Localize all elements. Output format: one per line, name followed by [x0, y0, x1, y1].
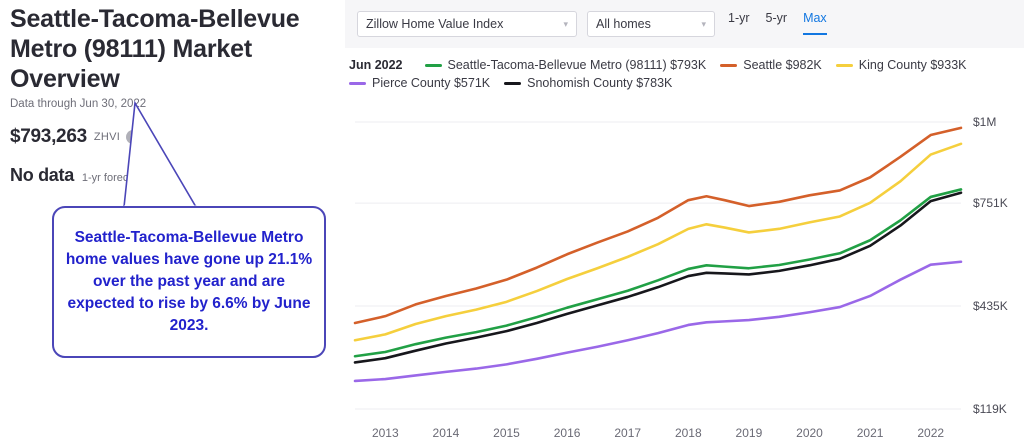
chart-series-line: [353, 191, 963, 364]
y-axis-tick-label: $1M: [973, 115, 996, 129]
x-axis-tick-label: 2016: [554, 426, 581, 440]
tab-range-1yr[interactable]: 1-yr: [728, 11, 750, 25]
legend-month: Jun 2022: [349, 58, 403, 72]
legend-item-metro[interactable]: Seattle-Tacoma-Bellevue Metro (98111) $7…: [424, 58, 707, 72]
legend-swatch-icon: [504, 81, 522, 85]
chart-canvas: $119K $435K $751K $1M 2013 2014 2015 2016 2017 20…: [353, 115, 1008, 440]
x-axis-tick-label: 2013: [372, 426, 399, 440]
zhvi-label: ZHVI: [93, 131, 121, 143]
legend-row-2: Pierce County $571K Snohomish County $78…: [349, 76, 1009, 90]
legend-label: King County $933K: [858, 58, 967, 72]
chart-panel: Zillow Home Value Index ▾ All homes ▾ 1-…: [345, 0, 1024, 448]
data-through-label: Data through Jun 30, 2022: [10, 98, 147, 110]
legend-label: Seattle $982K: [743, 58, 822, 72]
x-axis-tick-label: 2018: [675, 426, 702, 440]
chart-series-line: [353, 126, 963, 325]
legend-swatch-icon: [349, 81, 366, 85]
y-axis-tick-label: $435K: [973, 299, 1008, 313]
chart-toolbar: Zillow Home Value Index ▾ All homes ▾ 1-…: [345, 0, 1024, 48]
x-axis-tick-label: 2022: [917, 426, 944, 440]
chart-legend: Jun 2022 Seattle-Tacoma-Bellevue Metro (…: [349, 58, 1009, 94]
legend-item-king-county[interactable]: King County $933K: [835, 58, 967, 72]
summary-panel: Seattle-Tacoma-Bellevue Metro (98111) Ma…: [0, 0, 345, 448]
legend-item-pierce-county[interactable]: Pierce County $571K: [349, 76, 490, 90]
metric-select[interactable]: Zillow Home Value Index ▾: [357, 11, 577, 37]
x-axis-tick-label: 2020: [796, 426, 823, 440]
zhvi-value: $793,263: [10, 126, 87, 147]
x-axis-tick-label: 2021: [857, 426, 884, 440]
x-axis-tick-label: 2015: [493, 426, 520, 440]
legend-label: Seattle-Tacoma-Bellevue Metro (98111) $7…: [447, 58, 707, 72]
home-type-select[interactable]: All homes ▾: [587, 11, 715, 37]
page-title: Seattle-Tacoma-Bellevue Metro (98111) Ma…: [10, 5, 300, 93]
callout-annotation: Seattle-Tacoma-Bellevue Metro home value…: [0, 95, 345, 385]
legend-label: Snohomish County $783K: [527, 76, 673, 90]
legend-item-snohomish-county[interactable]: Snohomish County $783K: [504, 76, 672, 90]
time-range-tabs: 1-yr 5-yr Max: [728, 11, 827, 35]
x-axis-tick-label: 2017: [614, 426, 641, 440]
chart-series-line: [353, 188, 963, 358]
y-axis-tick-label: $751K: [973, 196, 1008, 210]
legend-swatch-icon: [835, 63, 853, 67]
home-type-select-value: All homes: [596, 17, 651, 31]
legend-swatch-icon: [424, 63, 442, 67]
metric-select-value: Zillow Home Value Index: [366, 17, 504, 31]
chevron-down-icon: ▾: [563, 18, 568, 29]
chart-series-line: [353, 142, 963, 342]
x-axis-tick-label: 2014: [433, 426, 460, 440]
x-axis-tick-label: 2019: [736, 426, 763, 440]
tab-range-max[interactable]: Max: [803, 11, 827, 35]
chart-series-line: [353, 260, 963, 383]
callout-text: Seattle-Tacoma-Bellevue Metro home value…: [65, 229, 313, 334]
chevron-down-icon: ▾: [701, 18, 706, 29]
callout-box: Seattle-Tacoma-Bellevue Metro home value…: [52, 206, 326, 358]
legend-row-1: Jun 2022 Seattle-Tacoma-Bellevue Metro (…: [349, 58, 1009, 72]
legend-item-seattle[interactable]: Seattle $982K: [720, 58, 822, 72]
line-chart: $119K $435K $751K $1M 2013 2014 2015 2016 2017 20…: [345, 104, 1024, 448]
tab-range-5yr[interactable]: 5-yr: [765, 11, 788, 25]
y-axis-tick-label: $119K: [973, 402, 1007, 416]
legend-label: Pierce County $571K: [372, 76, 491, 90]
legend-swatch-icon: [720, 63, 738, 67]
forecast-value: No data: [10, 165, 74, 185]
